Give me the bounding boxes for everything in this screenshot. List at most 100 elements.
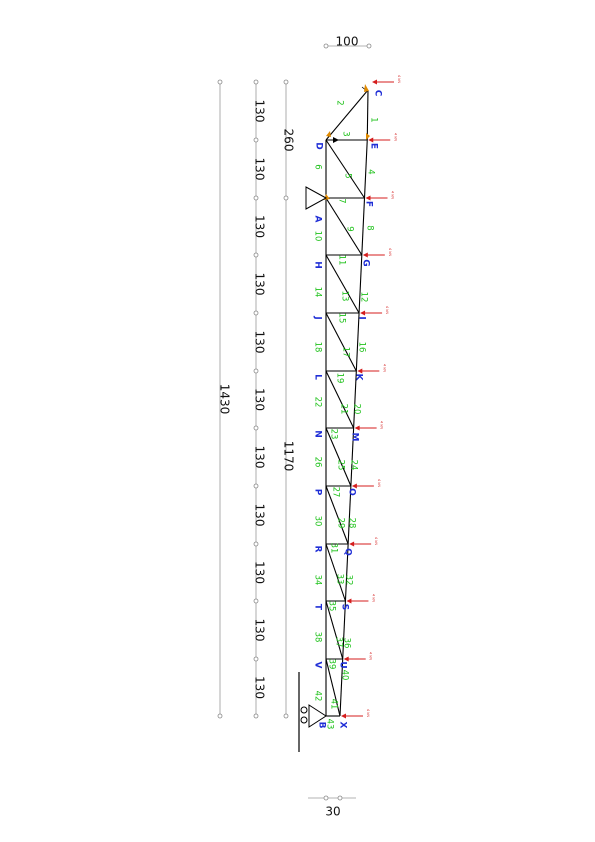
diagonal-member bbox=[325, 312, 357, 372]
diagonal-member bbox=[325, 197, 363, 256]
member-label-33: 33 bbox=[335, 574, 345, 585]
diagonal-member bbox=[325, 543, 346, 602]
dim-dot bbox=[253, 79, 259, 85]
dim-dot bbox=[253, 541, 259, 547]
node-label-N: N bbox=[313, 430, 323, 438]
small-arrow-head bbox=[326, 131, 331, 137]
dim-label-panel: 130 bbox=[253, 388, 267, 411]
node-label-K: K bbox=[354, 374, 364, 382]
member-label-4: 4 bbox=[366, 169, 376, 174]
member-label-41: 41 bbox=[329, 699, 339, 710]
dim-label-top-width: 100 bbox=[336, 35, 359, 49]
member-label-6: 6 bbox=[313, 164, 323, 169]
right-chord-member bbox=[342, 600, 346, 660]
load-arrow-head bbox=[362, 252, 368, 258]
member-label-23: 23 bbox=[329, 429, 339, 440]
load-label: 4 kN bbox=[377, 479, 381, 487]
load-arrow-head bbox=[365, 195, 371, 201]
dim-dot bbox=[283, 195, 289, 201]
dim-dot bbox=[253, 252, 259, 258]
member-label-18: 18 bbox=[313, 342, 323, 353]
node-label-C: C bbox=[373, 90, 383, 97]
node-label-U: U bbox=[338, 661, 348, 668]
right-chord-member bbox=[339, 658, 344, 717]
right-chord-member bbox=[361, 197, 366, 256]
dim-label-panel: 130 bbox=[253, 619, 267, 642]
member-label-25: 25 bbox=[336, 460, 346, 471]
dim-label-panel: 130 bbox=[253, 561, 267, 584]
right-chord-member bbox=[344, 543, 349, 602]
member-label-5: 5 bbox=[343, 173, 353, 178]
member-label-32: 32 bbox=[344, 575, 354, 586]
member-label-37: 37 bbox=[334, 637, 344, 648]
member-label-16: 16 bbox=[357, 342, 367, 353]
roller-support-B bbox=[308, 704, 327, 728]
member-label-12: 12 bbox=[359, 292, 369, 303]
node-label-G: G bbox=[361, 259, 371, 266]
load-label: 4 kN bbox=[374, 537, 378, 545]
diagonal-member bbox=[325, 427, 352, 487]
member-label-28: 28 bbox=[347, 518, 357, 529]
dim-label-panel: 130 bbox=[253, 446, 267, 469]
dim-label-panel: 130 bbox=[253, 331, 267, 354]
dim-dot bbox=[253, 656, 259, 662]
member-label-14: 14 bbox=[313, 287, 323, 298]
dim-dot bbox=[253, 137, 259, 143]
node-label-X: X bbox=[338, 722, 348, 729]
node-label-A: A bbox=[313, 216, 323, 223]
dim-label-panel: 130 bbox=[253, 273, 267, 296]
diagonal-member bbox=[325, 370, 355, 429]
member-label-36: 36 bbox=[342, 638, 352, 649]
member-label-39: 39 bbox=[327, 659, 337, 670]
member-label-3: 3 bbox=[341, 131, 351, 136]
supports bbox=[298, 186, 328, 752]
dim-label-total-height: 1430 bbox=[218, 384, 232, 415]
right-chord-member bbox=[347, 485, 352, 545]
node-label-J: J bbox=[313, 315, 323, 319]
dim-dot bbox=[217, 713, 223, 719]
dim-dot bbox=[283, 79, 289, 85]
dim-label-panel: 130 bbox=[253, 504, 267, 527]
dim-dot bbox=[253, 713, 259, 719]
load-label: 4 kN bbox=[369, 652, 373, 660]
roller-wheel bbox=[300, 716, 308, 724]
dim-dot bbox=[323, 795, 329, 801]
dim-dot bbox=[217, 79, 223, 85]
member-label-31: 31 bbox=[329, 543, 339, 554]
load-label: 4 kN bbox=[393, 133, 397, 141]
member-label-42: 42 bbox=[313, 691, 323, 702]
load-label: 4 kN bbox=[385, 306, 389, 314]
small-arrow-head bbox=[364, 84, 369, 92]
dim-label-panel: 130 bbox=[253, 100, 267, 123]
member-label-2: 2 bbox=[335, 100, 345, 105]
dim-dot bbox=[253, 368, 259, 374]
dim-label-panel: 130 bbox=[253, 158, 267, 181]
dim-dot bbox=[253, 425, 259, 431]
load-label: 4 kN bbox=[371, 594, 375, 602]
dim-label-lower-segment: 1170 bbox=[282, 441, 296, 472]
node-label-D: D bbox=[314, 142, 324, 149]
node-label-S: S bbox=[340, 604, 350, 610]
right-chord-member bbox=[366, 89, 369, 141]
load-arrow-head bbox=[357, 368, 363, 374]
right-chord-member bbox=[353, 370, 357, 429]
node-label-B: B bbox=[317, 722, 327, 729]
member-label-11: 11 bbox=[337, 255, 347, 266]
member-label-22: 22 bbox=[313, 397, 323, 408]
load-label: 4 kN bbox=[366, 709, 370, 717]
dim-label-bottom-width: 30 bbox=[325, 805, 340, 819]
load-label: 4 kN bbox=[382, 364, 386, 372]
dim-label-panel: 130 bbox=[253, 676, 267, 699]
load-arrow-head bbox=[360, 310, 366, 316]
load-label: 4 kN bbox=[391, 191, 395, 199]
member-label-13: 13 bbox=[340, 291, 350, 302]
dim-dot bbox=[366, 43, 372, 49]
dim-dot bbox=[253, 195, 259, 201]
right-chord-member bbox=[355, 312, 360, 372]
member-label-35: 35 bbox=[327, 601, 337, 612]
member-label-24: 24 bbox=[349, 460, 359, 471]
roller-wheel bbox=[300, 706, 308, 714]
member-label-26: 26 bbox=[313, 457, 323, 468]
